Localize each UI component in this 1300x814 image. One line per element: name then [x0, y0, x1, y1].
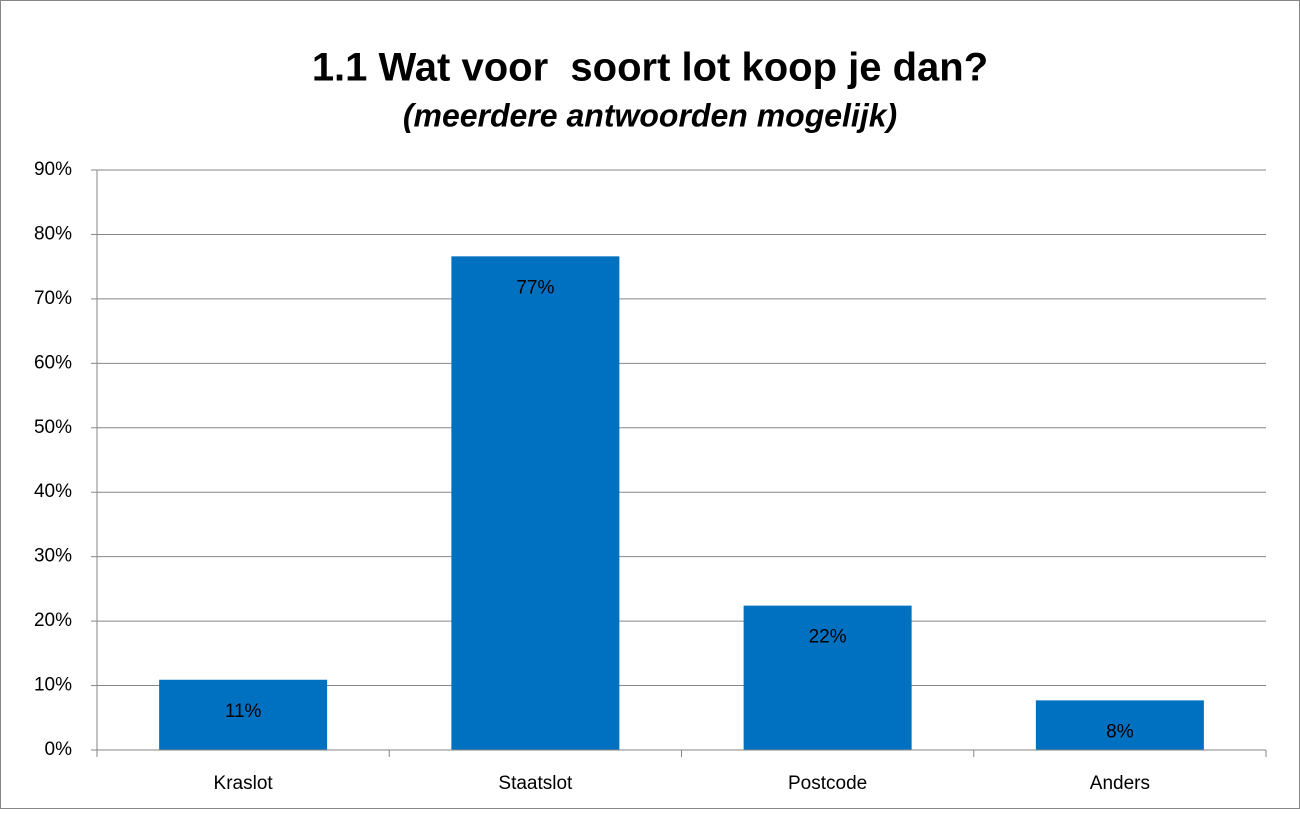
- chart-title: 1.1 Wat voor soort lot koop je dan?: [312, 46, 988, 90]
- y-tick-label: 30%: [34, 546, 72, 567]
- bar: [743, 605, 912, 750]
- y-tick-label: 0%: [45, 739, 73, 760]
- value-label: 8%: [1106, 721, 1134, 742]
- y-tick-label: 20%: [34, 610, 72, 631]
- x-tick-label: Postcode: [788, 773, 867, 794]
- bar: [159, 679, 328, 750]
- y-tick-label: 50%: [34, 417, 72, 438]
- x-tick-label: Staatslot: [498, 773, 573, 794]
- x-tick-label: Anders: [1090, 773, 1150, 794]
- chart-subtitle: (meerdere antwoorden mogelijk): [403, 97, 897, 133]
- y-tick-label: 70%: [34, 288, 72, 309]
- value-label: 22%: [809, 627, 847, 648]
- y-tick-label: 40%: [34, 481, 72, 502]
- y-tick-label: 10%: [34, 675, 72, 696]
- value-label: 11%: [225, 701, 262, 722]
- bar: [451, 256, 620, 750]
- y-tick-label: 80%: [34, 223, 72, 244]
- value-label: 77%: [516, 277, 554, 298]
- x-tick-label: Kraslot: [214, 773, 274, 794]
- y-tick-label: 90%: [34, 159, 72, 180]
- bar: [1035, 700, 1204, 750]
- y-tick-label: 60%: [34, 352, 72, 373]
